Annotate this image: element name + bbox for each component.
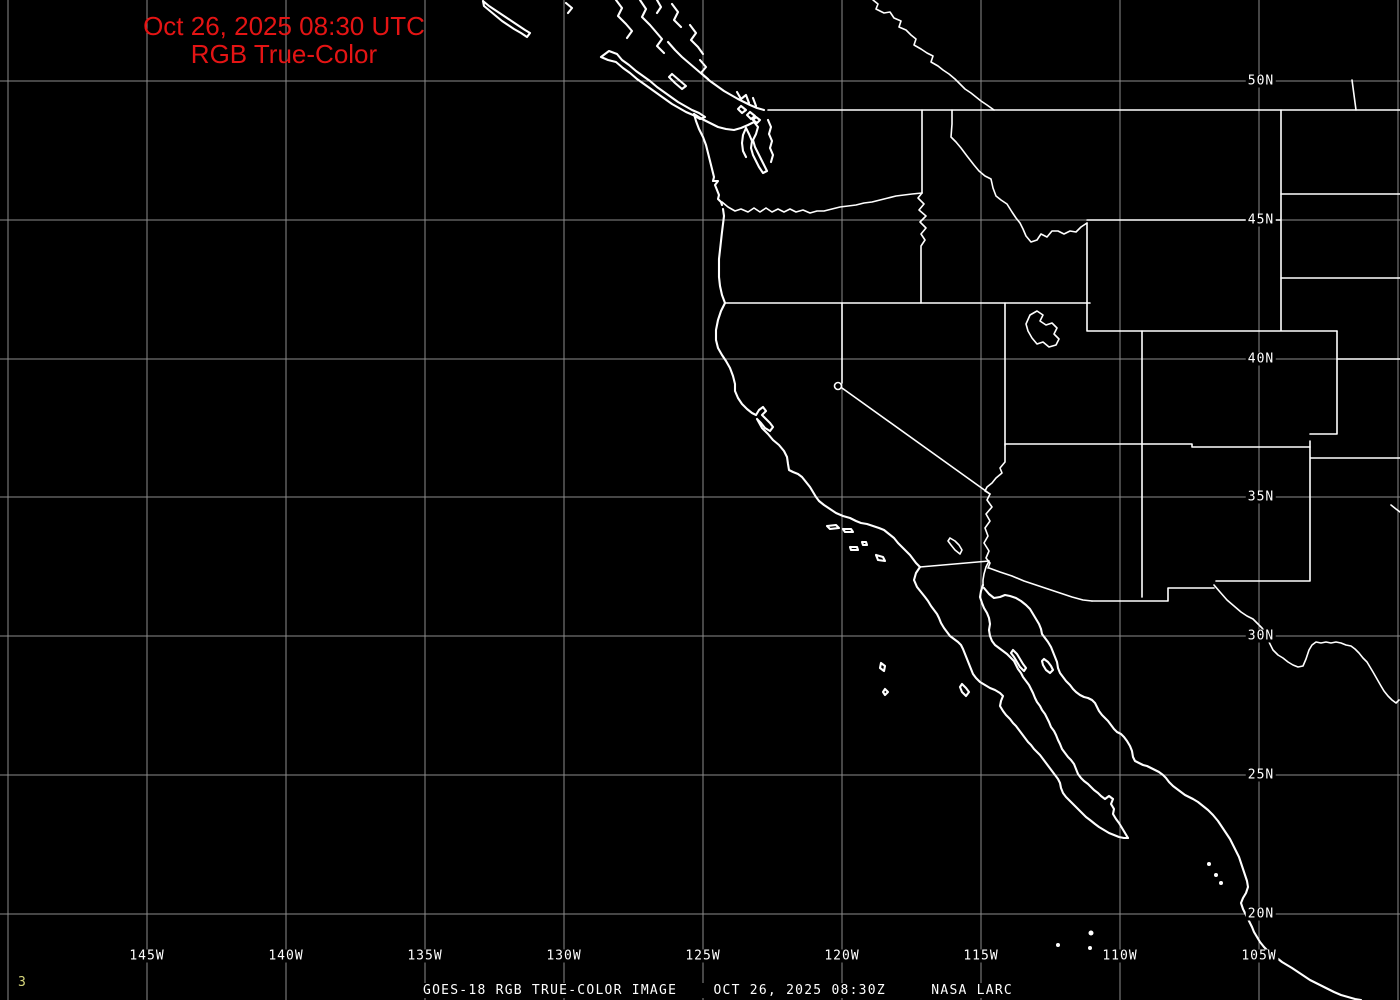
small-islands	[1056, 862, 1223, 950]
image-caption: GOES-18 RGB TRUE-COLOR IMAGE OCT 26, 202…	[420, 983, 1016, 998]
image-title: Oct 26, 2025 08:30 UTC RGB True-Color	[114, 12, 454, 68]
texada-island	[667, 72, 688, 91]
baja-gulf-coast	[978, 583, 1130, 840]
title-timestamp: Oct 26, 2025 08:30 UTC	[143, 11, 425, 41]
lakes-outline	[833, 310, 1060, 555]
san-juan-islands	[736, 104, 762, 125]
us-mexico-border-west	[919, 560, 1093, 602]
washington-coast	[692, 112, 724, 207]
snake-river-border	[917, 192, 927, 304]
salton-sea	[947, 537, 963, 555]
vancouver-island	[599, 49, 707, 121]
colorado-east-border	[1309, 330, 1338, 435]
rio-grande-border	[1213, 584, 1400, 704]
bc-alberta-border	[872, 0, 995, 111]
bc-island-chain	[481, 0, 574, 39]
lake-tahoe	[833, 381, 843, 391]
bc-mainland-shore	[666, 40, 766, 112]
state-borders	[721, 0, 1400, 704]
island-dot	[1088, 946, 1092, 950]
frame-number: 3	[18, 975, 26, 990]
island-dot	[1088, 930, 1094, 936]
idaho-montana-border	[950, 109, 1088, 243]
california-nevada-border	[841, 302, 991, 495]
bc-fjords	[614, 0, 710, 81]
colorado-river-nv-az	[983, 444, 1006, 569]
sonora-sinaloa-coast	[982, 586, 1363, 1000]
baja-pacific-coast	[912, 565, 1130, 840]
columbia-river-border	[721, 192, 923, 214]
island-dot	[1207, 862, 1211, 866]
alberta-saskatchewan-border	[1351, 79, 1357, 111]
red-river-border	[1390, 504, 1400, 513]
great-salt-lake	[1025, 310, 1060, 348]
newmexico-texas-oklahoma-borders	[1215, 440, 1400, 582]
37n-border	[1004, 443, 1311, 448]
island-dot	[1214, 873, 1218, 877]
oregon-coast	[717, 207, 727, 305]
gulf-of-california-islands	[958, 648, 1055, 698]
island-dot	[1056, 943, 1060, 947]
guadalupe-island	[878, 661, 890, 697]
channel-islands	[825, 523, 887, 563]
coastlines	[481, 0, 1363, 1000]
wyoming-borders	[1086, 109, 1338, 332]
california-coast	[714, 301, 922, 569]
puget-sound	[740, 118, 775, 175]
island-dot	[1219, 881, 1223, 885]
newmexico-bootheel-border	[1091, 587, 1215, 602]
title-product: RGB True-Color	[190, 39, 378, 69]
juan-de-fuca-shore	[692, 112, 756, 132]
